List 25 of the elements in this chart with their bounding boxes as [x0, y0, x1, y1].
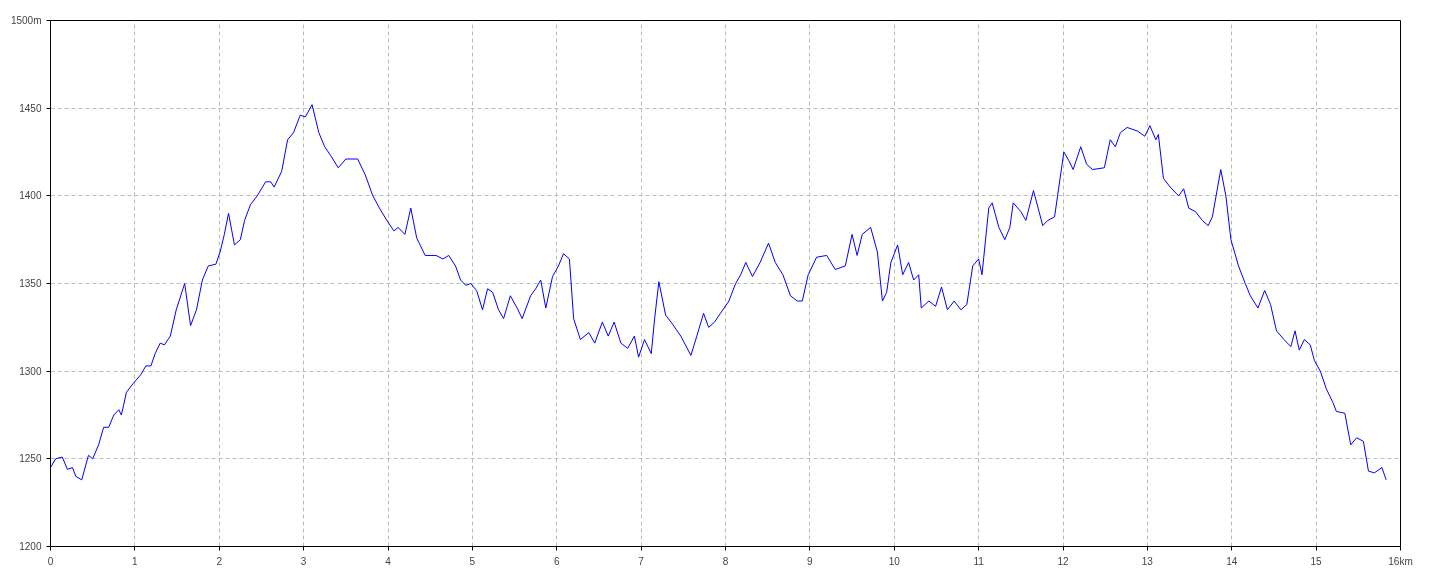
y-tick-label: 1250 — [19, 453, 42, 465]
line-series — [50, 104, 1387, 481]
y-tick-label: 1400 — [19, 190, 42, 202]
x-tick-label: 15 — [1310, 555, 1323, 567]
y-tick-label: 1450 — [19, 102, 42, 114]
x-tick-label: 16km — [1388, 555, 1413, 567]
x-tick-label: 13 — [1141, 555, 1154, 567]
x-tick-label: 9 — [807, 555, 814, 567]
x-tick-label: 0 — [47, 555, 54, 567]
y-tick-label: 1300 — [19, 365, 42, 377]
x-tick-label: 12 — [1057, 555, 1069, 567]
x-tick-label: 10 — [888, 555, 901, 567]
x-tick-label: 3 — [300, 555, 307, 567]
x-tick-label: 1 — [132, 555, 139, 567]
x-tick-label: 7 — [638, 555, 645, 567]
x-tick-label: 6 — [553, 555, 560, 567]
x-tick-label: 14 — [1226, 555, 1238, 567]
x-tick-label: 8 — [722, 555, 729, 567]
y-tick-label: 1200 — [19, 541, 42, 552]
x-tick-label: 11 — [973, 555, 985, 567]
y-tick-label: 1350 — [19, 278, 42, 289]
x-tick-label: 5 — [469, 555, 476, 567]
y-tick-label: 1500m — [10, 15, 42, 26]
x-tick-label: 4 — [385, 555, 392, 567]
x-tick-label: 2 — [216, 555, 223, 567]
